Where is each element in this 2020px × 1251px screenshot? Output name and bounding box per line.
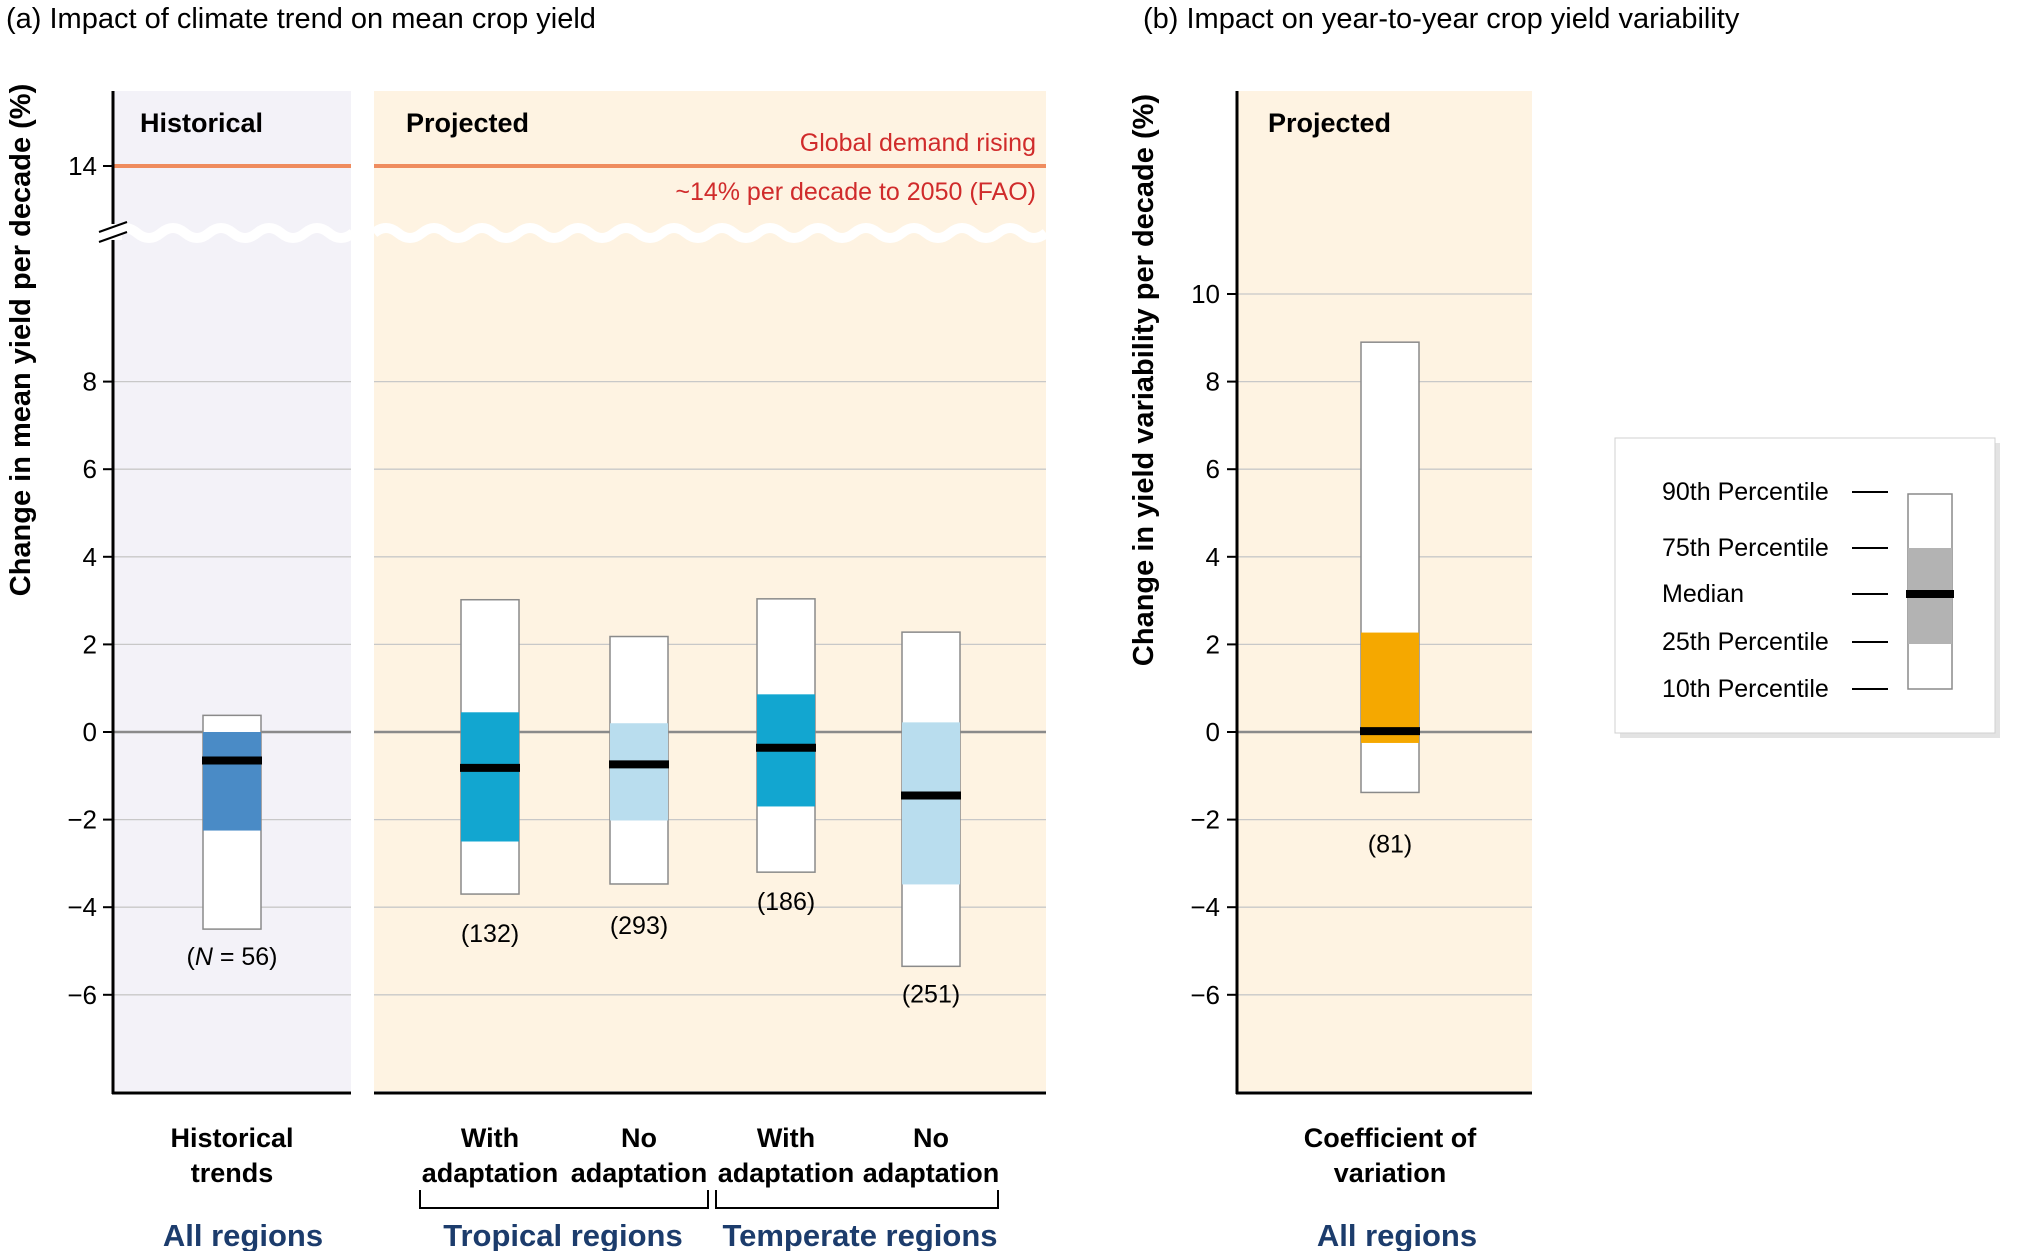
- y-tick-label: 6: [1206, 454, 1220, 484]
- box-iqr: [1361, 632, 1419, 743]
- box-count-label: (132): [461, 920, 519, 948]
- y-tick-label: 8: [1206, 367, 1220, 397]
- category-label: adaptation: [863, 1158, 1000, 1188]
- y-axis-label-a: Change in mean yield per decade (%): [5, 84, 37, 596]
- y-tick-label: 6: [83, 454, 97, 484]
- legend-label-p90: 90th Percentile: [1662, 478, 1829, 506]
- box-iqr: [610, 723, 668, 821]
- box-count-label: (251): [902, 980, 960, 1008]
- category-label: Historical: [170, 1123, 293, 1153]
- panel-b-title: (b) Impact on year-to-year crop yield va…: [1143, 3, 1740, 35]
- y-tick-label: 4: [83, 542, 97, 572]
- box-count-label: (81): [1368, 830, 1412, 858]
- category-label: No: [621, 1123, 657, 1153]
- category-labels: Historical trends With adaptation No adaptati…: [170, 1123, 1477, 1188]
- legend: 90th Percentile 75th Percentile Median 2…: [1614, 437, 2000, 738]
- y-tick-label: 14: [68, 151, 97, 181]
- demand-annotation-line2: ~14% per decade to 2050 (FAO): [675, 178, 1036, 206]
- box-iqr: [461, 712, 519, 842]
- y-tick-label: −6: [67, 980, 97, 1010]
- y-axis-label-b: Change in yield variability per decade (…: [1128, 94, 1160, 666]
- legend-label-p75: 75th Percentile: [1662, 534, 1829, 562]
- box-count-label: (N = 56): [186, 943, 277, 971]
- section-label-projected-b: Projected: [1268, 108, 1391, 138]
- section-label-historical: Historical: [140, 108, 263, 138]
- region-label-all-a: All regions: [163, 1218, 323, 1251]
- y-tick-label: −2: [1190, 805, 1220, 835]
- y-tick-label: 8: [83, 367, 97, 397]
- demand-annotation-line1: Global demand rising: [800, 129, 1036, 157]
- region-label-tropical: Tropical regions: [443, 1218, 682, 1251]
- y-tick-label: 0: [1206, 717, 1220, 747]
- bracket-temperate: [715, 1190, 999, 1209]
- region-label-all-b: All regions: [1317, 1218, 1477, 1251]
- y-tick-label: 2: [1206, 629, 1220, 659]
- category-label: No: [913, 1123, 949, 1153]
- y-tick-label: −4: [67, 892, 97, 922]
- y-ticks-a: 14 8 6 4 2 0 −2 −4 −6: [67, 151, 113, 1010]
- axis-break-wave-historical: [109, 223, 357, 243]
- y-tick-label: 10: [1191, 279, 1220, 309]
- box-iqr: [203, 732, 261, 831]
- y-tick-label: 4: [1206, 542, 1220, 572]
- panel-a-title: (a) Impact of climate trend on mean crop…: [6, 3, 596, 35]
- y-tick-label: 2: [83, 629, 97, 659]
- category-label: variation: [1334, 1158, 1447, 1188]
- section-label-projected-a: Projected: [406, 108, 529, 138]
- box-plots: (N = 56) (132) (293) (186) (251) (81): [186, 341, 1420, 1008]
- y-tick-label: −6: [1190, 980, 1220, 1010]
- box-iqr: [902, 722, 960, 885]
- y-tick-label: −2: [67, 805, 97, 835]
- legend-label-p25: 25th Percentile: [1662, 628, 1829, 656]
- y-tick-label: 0: [83, 717, 97, 747]
- y-tick-label: −4: [1190, 892, 1220, 922]
- category-label: adaptation: [422, 1158, 559, 1188]
- box-count-label: (186): [757, 888, 815, 916]
- axis-break-wave-projected: [370, 223, 1050, 243]
- bracket-tropical: [419, 1190, 709, 1209]
- axis-break-marker: [98, 221, 128, 243]
- box-count-label: (293): [610, 912, 668, 940]
- legend-label-p10: 10th Percentile: [1662, 675, 1829, 703]
- region-label-temperate: Temperate regions: [722, 1218, 997, 1251]
- category-label: adaptation: [571, 1158, 708, 1188]
- legend-label-median: Median: [1662, 580, 1744, 608]
- y-ticks-b: 10 8 6 4 2 0 −2 −4 −6: [1190, 279, 1237, 1010]
- category-label: With: [757, 1123, 815, 1153]
- gridlines-a: [113, 380, 1046, 996]
- category-label: Coefficient of: [1304, 1123, 1478, 1153]
- category-label: With: [461, 1123, 519, 1153]
- category-label: trends: [191, 1158, 274, 1188]
- category-label: adaptation: [718, 1158, 855, 1188]
